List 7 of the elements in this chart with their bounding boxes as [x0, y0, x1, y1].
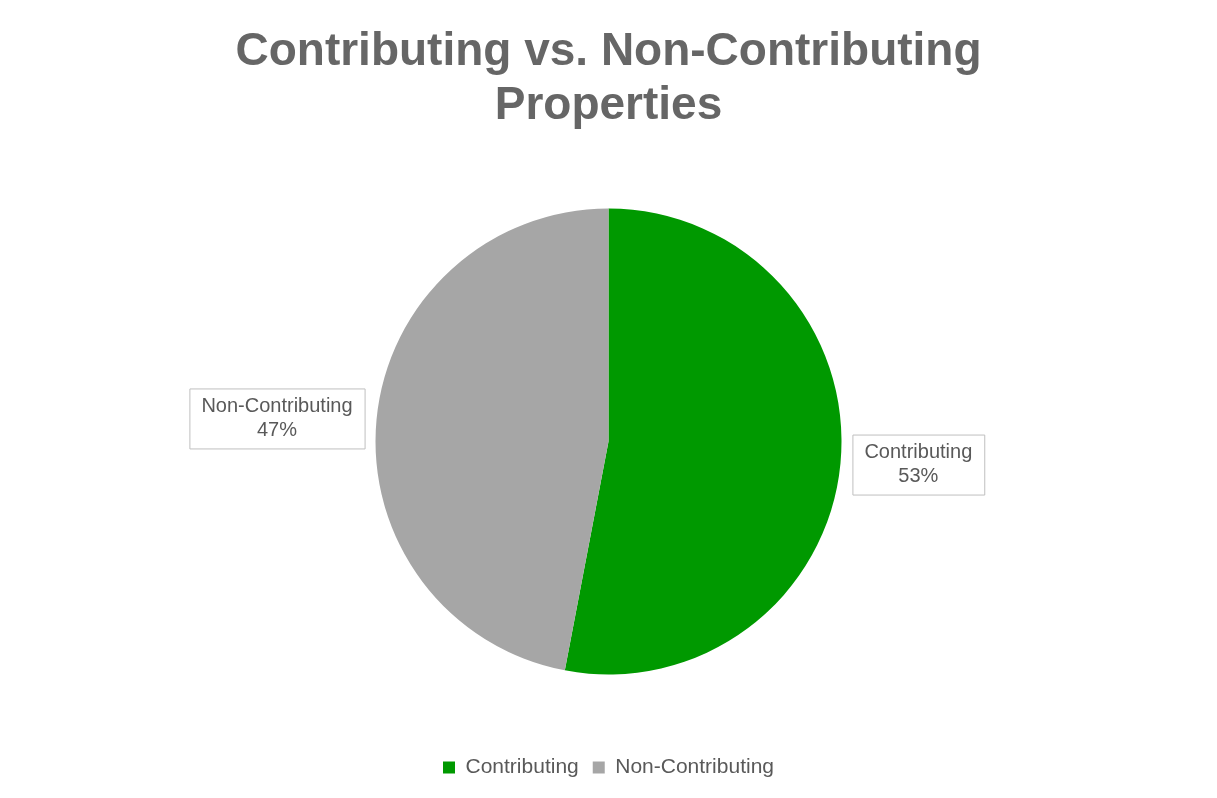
data-label: 47% [256, 417, 298, 440]
slice-label: Non-Contributing [201, 393, 353, 416]
legend-label: Non-Contributing [615, 754, 775, 778]
legend-label: Contributing [465, 754, 579, 778]
data-label: 53% [898, 464, 939, 487]
slice-label: Contributing [864, 440, 973, 463]
chart-title: Contributing vs. Non-Contributing Properties [234, 22, 983, 130]
